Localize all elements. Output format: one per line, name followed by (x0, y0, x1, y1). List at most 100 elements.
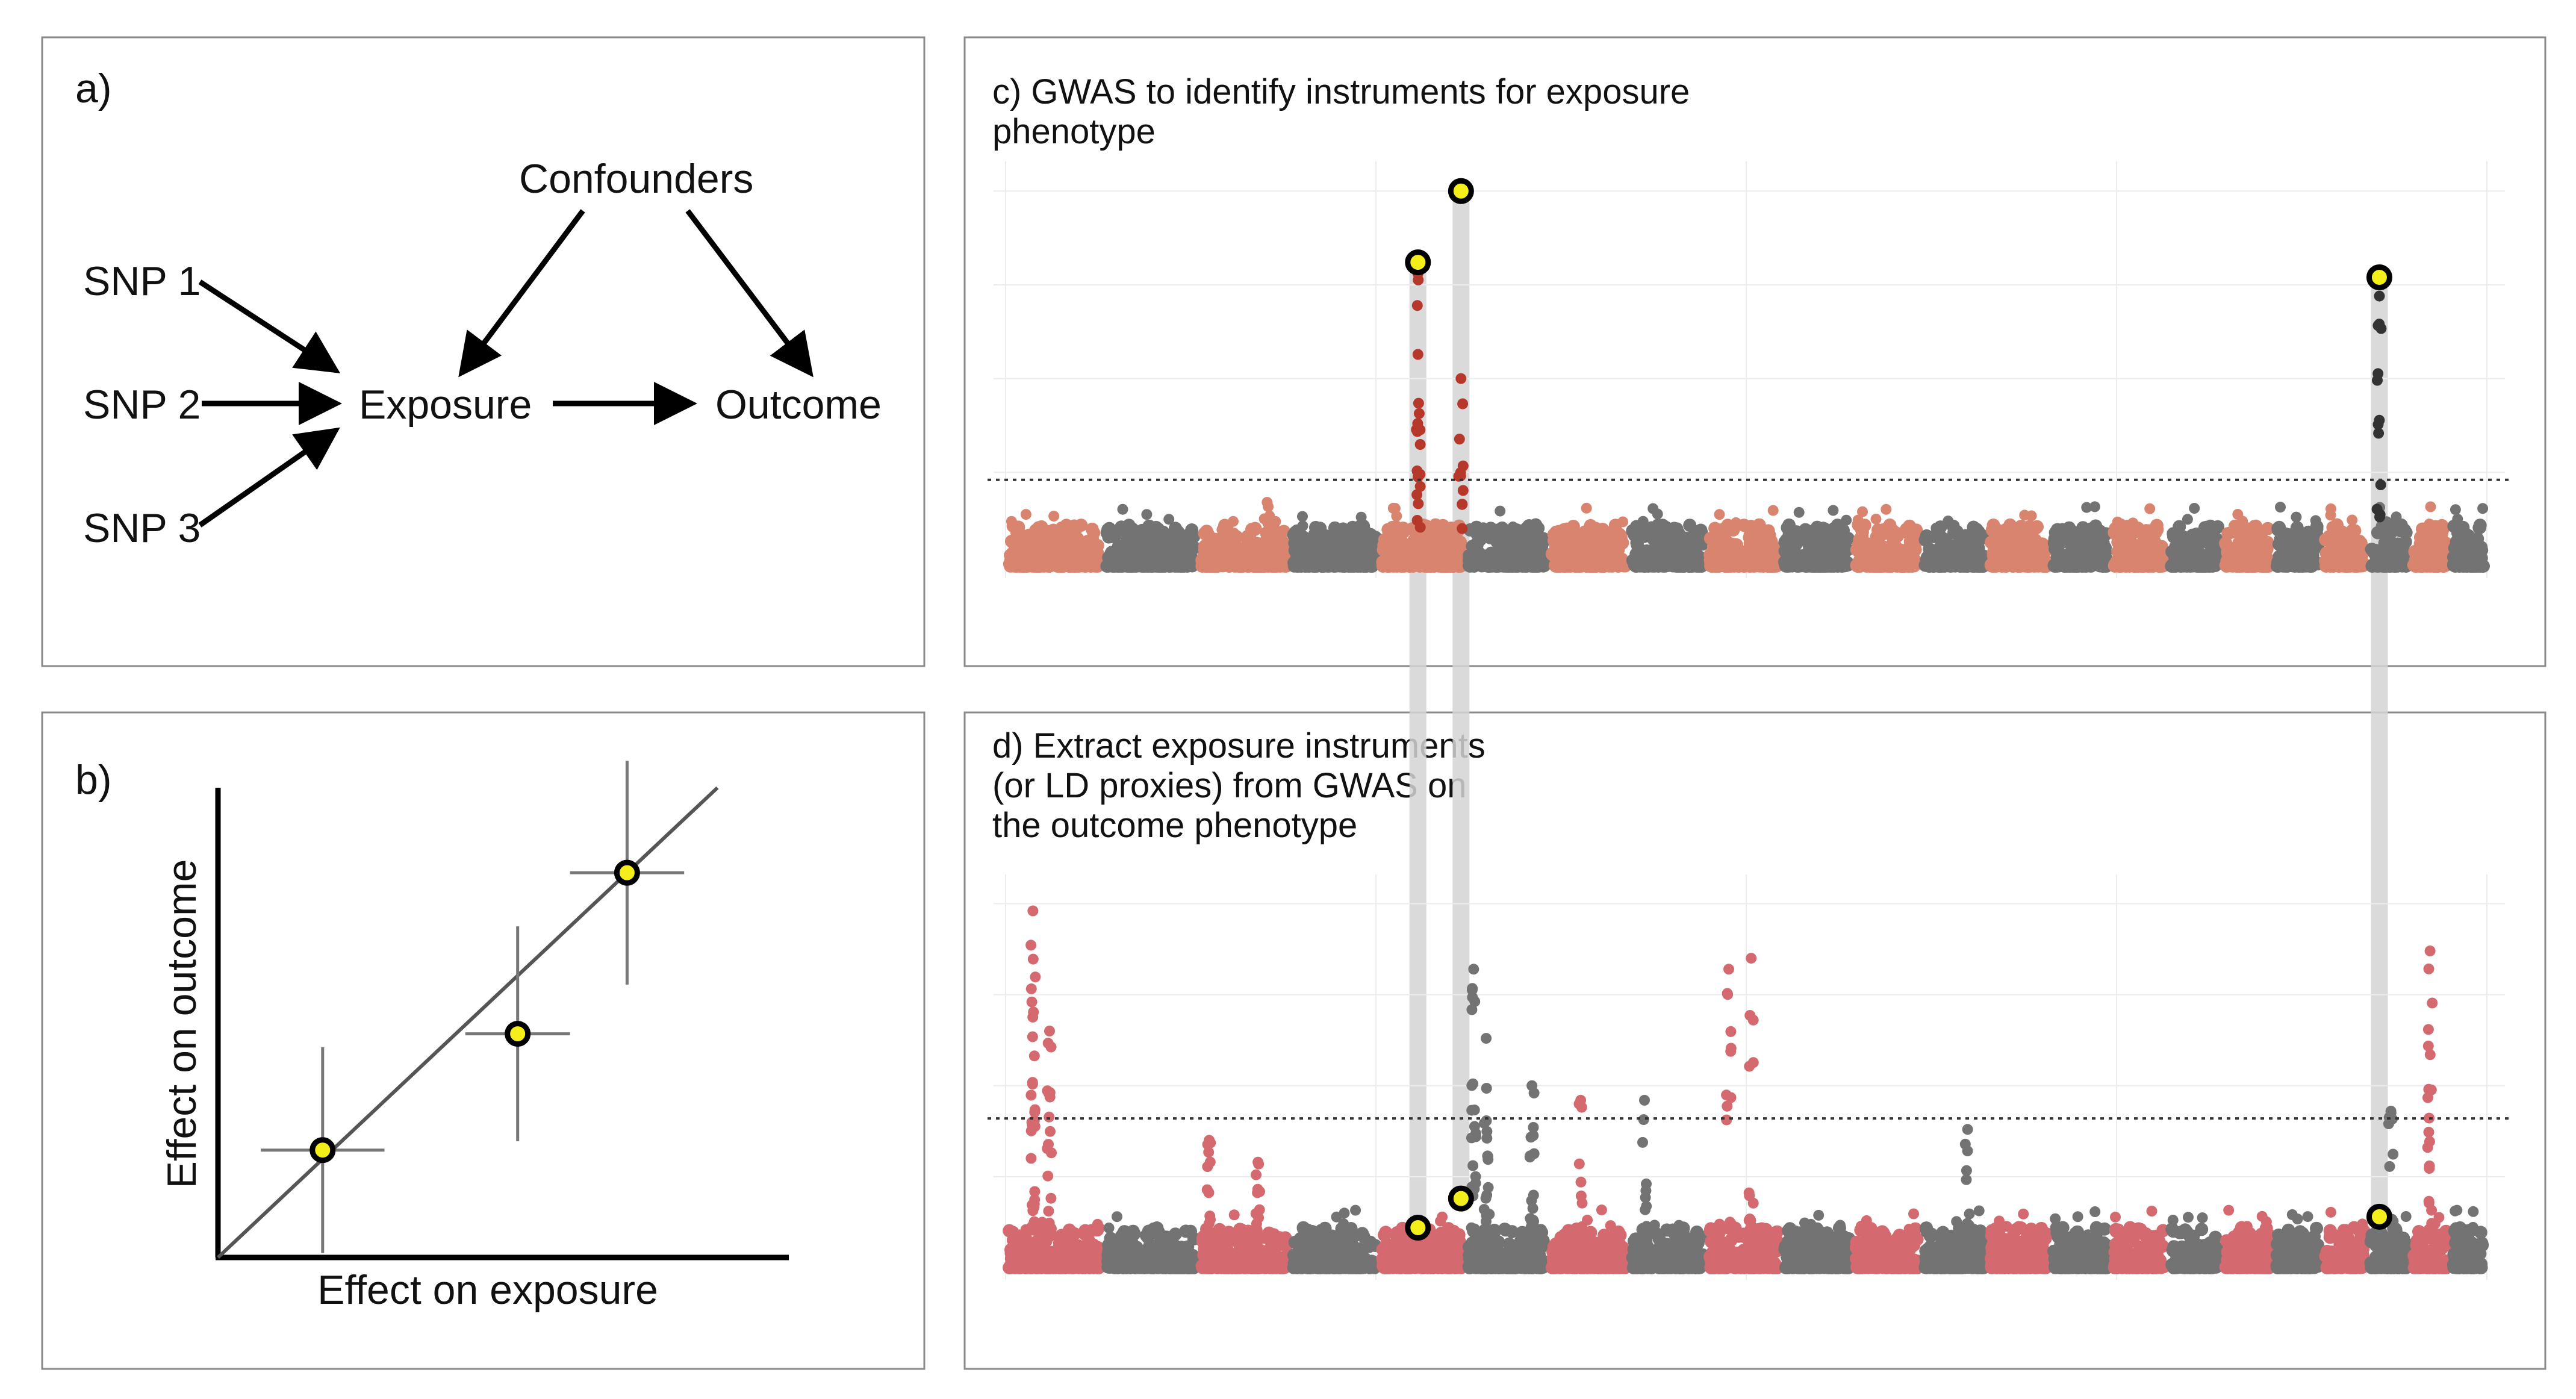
snp-point (1457, 398, 1469, 410)
snp-point (2365, 543, 2378, 556)
snp-point (1069, 547, 1083, 561)
snp-point (1986, 546, 2000, 560)
snp-point (1961, 538, 1974, 552)
snp-point (1841, 514, 1852, 526)
snp-point (1782, 518, 1796, 532)
snp-point (1141, 509, 1153, 520)
snp-point (1228, 516, 1239, 527)
snp-point (1273, 558, 1287, 572)
snp-point (2132, 558, 2146, 572)
snp-point (1414, 522, 1426, 533)
snp-point (1492, 525, 1506, 538)
snp-point (2371, 503, 2383, 515)
snp-point (1445, 522, 1458, 535)
snp-point (1396, 522, 1410, 535)
snp-point (1273, 1233, 1287, 1247)
snp-point (2089, 519, 2103, 533)
arrow-snp1-exposure (198, 279, 341, 373)
snp-point (2144, 503, 2156, 514)
snp-point (1165, 1248, 1178, 1262)
snp-point (1025, 1259, 1039, 1273)
snp-point (2279, 559, 2293, 572)
snp-point (2304, 558, 2318, 572)
snp-point (2011, 528, 2024, 541)
snp-point (1799, 523, 1812, 537)
panel-a-label: a) (75, 66, 111, 111)
snp-point (2477, 503, 2489, 514)
snp-point (2247, 538, 2261, 552)
snp-point (2346, 557, 2360, 571)
snp-point (1677, 545, 1691, 559)
snp-point (1085, 522, 1099, 536)
snp-point (1222, 1226, 1236, 1239)
snp-point (1105, 559, 1118, 573)
snp-point (2181, 544, 2195, 558)
snp-point (1358, 559, 1372, 573)
snp-point (2189, 527, 2203, 541)
snp-point (1092, 1218, 1103, 1230)
snp-point (1594, 532, 1608, 546)
snp-point (1214, 537, 1228, 550)
panel-a: a) Confounders SNP 1 SNP 2 SNP 3 Exposur… (75, 66, 882, 551)
snp-point (1154, 539, 1168, 553)
snp-point (1669, 527, 1683, 540)
snp-point (2450, 504, 2461, 516)
snp-point (1116, 1261, 1130, 1274)
snp-point (2375, 323, 2387, 334)
snp-point (1920, 529, 1934, 543)
snp-point (1262, 538, 1276, 552)
snp-point (1113, 540, 1127, 554)
snp-point (1328, 521, 1342, 535)
snp-point (1168, 558, 1182, 572)
snp-point (1004, 1245, 1018, 1259)
snp-point (1163, 514, 1175, 525)
snp-point (1237, 1248, 1251, 1262)
snp-point (1778, 535, 1792, 549)
panel-b-label: b) (75, 757, 111, 803)
snp-point (2236, 558, 2250, 572)
snp-point (1517, 532, 1531, 546)
snp-point (1581, 502, 1592, 514)
snp-point (1228, 547, 1242, 561)
snp-point (1066, 1227, 1080, 1241)
snp-point (1319, 530, 1333, 544)
snp-point (2372, 375, 2383, 386)
snp-point (2425, 501, 2436, 513)
snp-point (2047, 536, 2061, 550)
snp-point (1411, 300, 1423, 311)
snp-point (1416, 531, 1430, 544)
snp-point (1117, 503, 1128, 515)
snp-point (1045, 1245, 1059, 1259)
snp-point (1587, 559, 1601, 573)
snp-point (1454, 434, 1465, 445)
snp-point (1943, 516, 1954, 527)
snp-point (1717, 522, 1731, 536)
snp-point (1338, 540, 1352, 554)
snp-point (1248, 523, 1262, 537)
panel-d-title-line3: the outcome phenotype (992, 806, 1357, 845)
confounders-node: Confounders (519, 156, 753, 202)
snp-point (1152, 1253, 1166, 1266)
snp-point (2112, 516, 2123, 528)
snp-point (1455, 373, 1467, 384)
snp-point (2189, 503, 2200, 514)
snp-point (1719, 544, 1733, 558)
snp-point (2327, 559, 2341, 573)
snp-point (1874, 559, 1888, 573)
snp-point (2452, 514, 2463, 525)
snp-point (2416, 550, 2430, 564)
snp-point (1750, 531, 1764, 544)
snp-point (1297, 511, 1308, 522)
snp-point (1213, 1257, 1227, 1271)
snp-point (1391, 510, 1402, 522)
snp-point (1984, 558, 1998, 572)
snp-point (1032, 521, 1046, 535)
snp-point (1807, 553, 1821, 567)
snp-point (1267, 1260, 1281, 1274)
snp-point (1501, 540, 1514, 553)
snp-point (2127, 517, 2139, 529)
snp-point (1683, 519, 1697, 532)
snp-point (1414, 439, 1426, 450)
snp-point (1693, 527, 1706, 541)
snp-point (1309, 520, 1322, 534)
